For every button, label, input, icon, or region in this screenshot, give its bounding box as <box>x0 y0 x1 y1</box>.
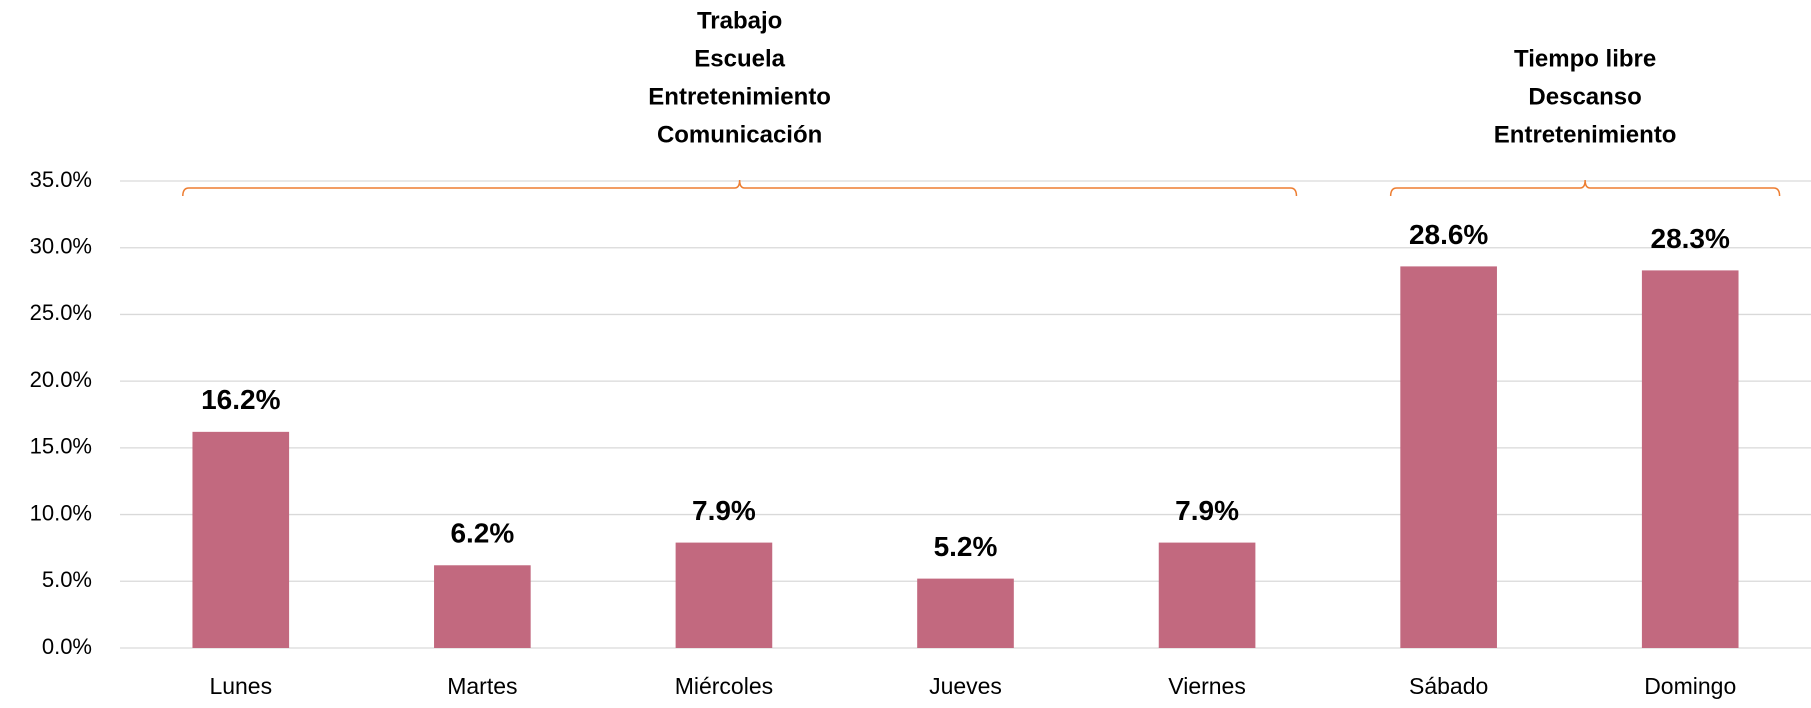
data-label: 6.2% <box>450 518 514 549</box>
data-label: 5.2% <box>934 531 998 562</box>
y-tick-label: 30.0% <box>30 234 92 259</box>
y-tick-label: 0.0% <box>42 634 92 659</box>
data-label: 28.6% <box>1409 219 1488 250</box>
y-tick-label: 15.0% <box>30 434 92 459</box>
x-tick-label: Jueves <box>929 673 1002 699</box>
bar <box>675 542 773 648</box>
bar <box>917 578 1014 648</box>
bracket <box>1389 179 1781 197</box>
bracket <box>182 179 1298 197</box>
x-tick-label: Martes <box>447 673 517 699</box>
y-tick-label: 10.0% <box>30 500 92 525</box>
group-label: Tiempo libre <box>1514 45 1656 72</box>
x-tick-label: Miércoles <box>675 673 773 699</box>
data-label: 16.2% <box>201 384 280 415</box>
x-tick-label: Lunes <box>209 673 272 699</box>
group-label: Descanso <box>1528 83 1641 110</box>
group-label: Escuela <box>694 45 785 72</box>
y-tick-label: 25.0% <box>30 300 92 325</box>
y-tick-label: 20.0% <box>30 367 92 392</box>
bar <box>1158 542 1256 648</box>
x-tick-label: Viernes <box>1168 673 1246 699</box>
y-tick-label: 35.0% <box>30 167 92 192</box>
data-label: 7.9% <box>692 495 756 526</box>
x-tick-label: Domingo <box>1644 673 1736 699</box>
bar <box>1400 266 1497 648</box>
group-label: Trabajo <box>697 7 782 34</box>
bar <box>1641 270 1739 648</box>
x-tick-label: Sábado <box>1409 673 1488 699</box>
group-label: Entretenimiento <box>648 83 831 110</box>
group-label: Comunicación <box>657 121 822 148</box>
data-label: 28.3% <box>1651 223 1730 254</box>
bar <box>434 565 531 648</box>
data-label: 7.9% <box>1175 495 1239 526</box>
y-tick-label: 5.0% <box>42 567 92 592</box>
bar <box>192 431 290 648</box>
group-label: Entretenimiento <box>1494 121 1677 148</box>
